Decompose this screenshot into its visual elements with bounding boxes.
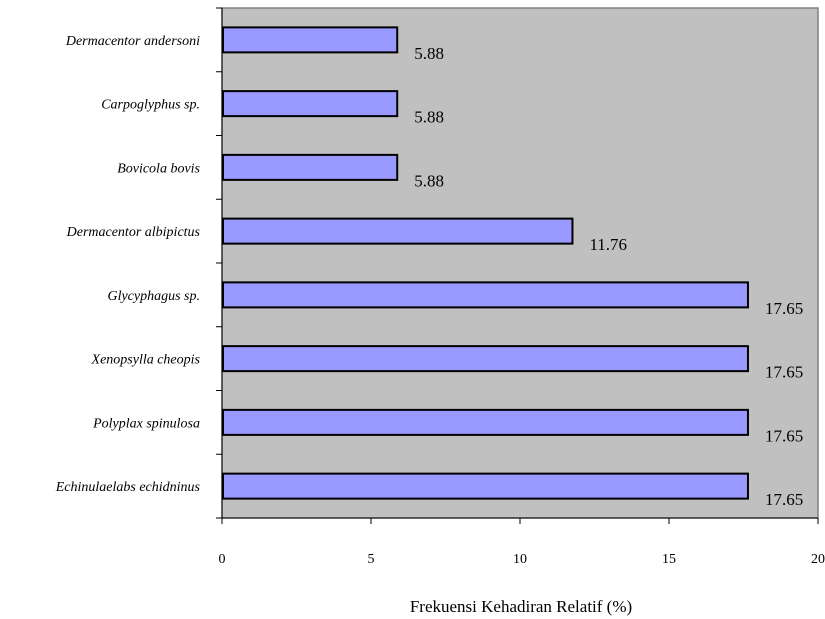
bar [222,90,399,118]
bars [222,26,749,500]
data-labels: 5.88 5.88 5.88 11.76 17.65 17.65 17.65 17.65 [414,44,803,509]
plot-area [221,7,819,519]
x-tick-label: 20 [811,552,825,567]
x-tick-label: 0 [219,552,226,567]
category-label: Echinulaelabs echidninus [55,480,201,495]
bar [222,472,749,500]
data-label: 5.88 [414,171,444,190]
bar [222,217,574,245]
category-label: Dermacentor andersoni [65,34,200,49]
data-label: 17.65 [765,299,803,318]
bar [222,281,749,309]
bar [222,26,399,54]
data-label: 5.88 [414,44,444,63]
category-label: Polyplax spinulosa [92,416,200,431]
bar [222,153,399,181]
x-tick-labels: 0 5 10 15 20 [219,552,825,567]
x-tick-label: 5 [368,552,375,567]
x-axis-title: Frekuensi Kehadiran Relatif (%) [410,597,632,616]
category-label: Carpoglyphus sp. [101,98,200,113]
category-label: Bovicola bovis [117,161,200,176]
data-label: 5.88 [414,108,444,127]
y-axis [216,7,223,519]
data-label: 17.65 [765,363,803,382]
category-labels: Dermacentor andersoni Carpoglyphus sp. Bov… [55,34,201,495]
x-tick-label: 15 [662,552,676,567]
bar [222,345,749,373]
category-label: Dermacentor albipictus [66,225,201,240]
x-axis [221,517,819,524]
category-label: Xenopsylla cheopis [91,353,201,368]
x-tick-label: 10 [513,552,527,567]
data-label: 17.65 [765,426,803,445]
data-label: 11.76 [589,235,627,254]
bar [222,408,749,436]
data-label: 17.65 [765,490,803,509]
category-label: Glycyphagus sp. [107,289,200,304]
